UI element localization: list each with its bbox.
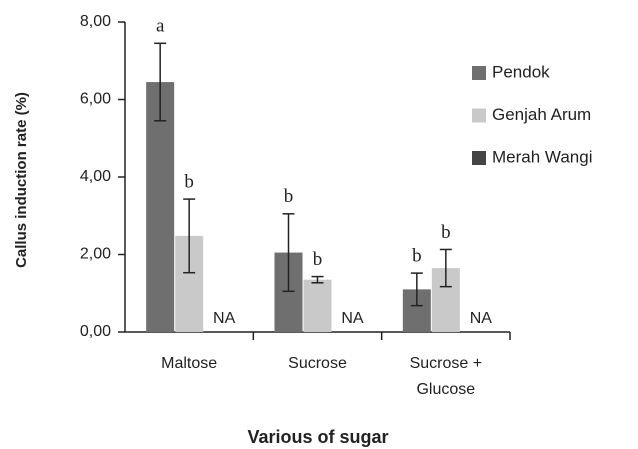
- value-label: NA: [341, 310, 364, 327]
- significance-letter: b: [184, 171, 194, 192]
- value-label: NA: [470, 310, 493, 327]
- legend-label: Pendok: [492, 62, 550, 81]
- legend-swatch: [472, 66, 486, 80]
- y-tick-label: 4,00: [80, 168, 111, 185]
- legend-label: Merah Wangi: [492, 147, 592, 166]
- significance-letter: b: [412, 245, 422, 266]
- y-tick-label: 0,00: [80, 323, 111, 340]
- x-tick-label: Sucrose + Glucose: [410, 355, 482, 398]
- legend-label: Genjah Arum: [492, 105, 591, 124]
- significance-letter: b: [441, 222, 451, 243]
- significance-letter: b: [284, 186, 294, 207]
- y-axis-label: Callus induction rate (%): [13, 92, 30, 268]
- legend-swatch: [472, 108, 486, 123]
- value-label: NA: [213, 310, 236, 327]
- bar: [303, 279, 332, 332]
- x-axis-label: Various of sugar: [247, 427, 388, 447]
- y-tick-label: 6,00: [80, 91, 111, 108]
- bar: [146, 82, 175, 332]
- significance-letter: a: [156, 16, 165, 37]
- x-tick-label: Maltose: [161, 355, 217, 372]
- x-tick-label: Sucrose: [288, 355, 347, 372]
- legend-swatch: [472, 151, 486, 165]
- significance-letter: b: [313, 249, 323, 270]
- y-tick-label: 2,00: [80, 246, 111, 263]
- y-tick-label: 8,00: [80, 13, 111, 30]
